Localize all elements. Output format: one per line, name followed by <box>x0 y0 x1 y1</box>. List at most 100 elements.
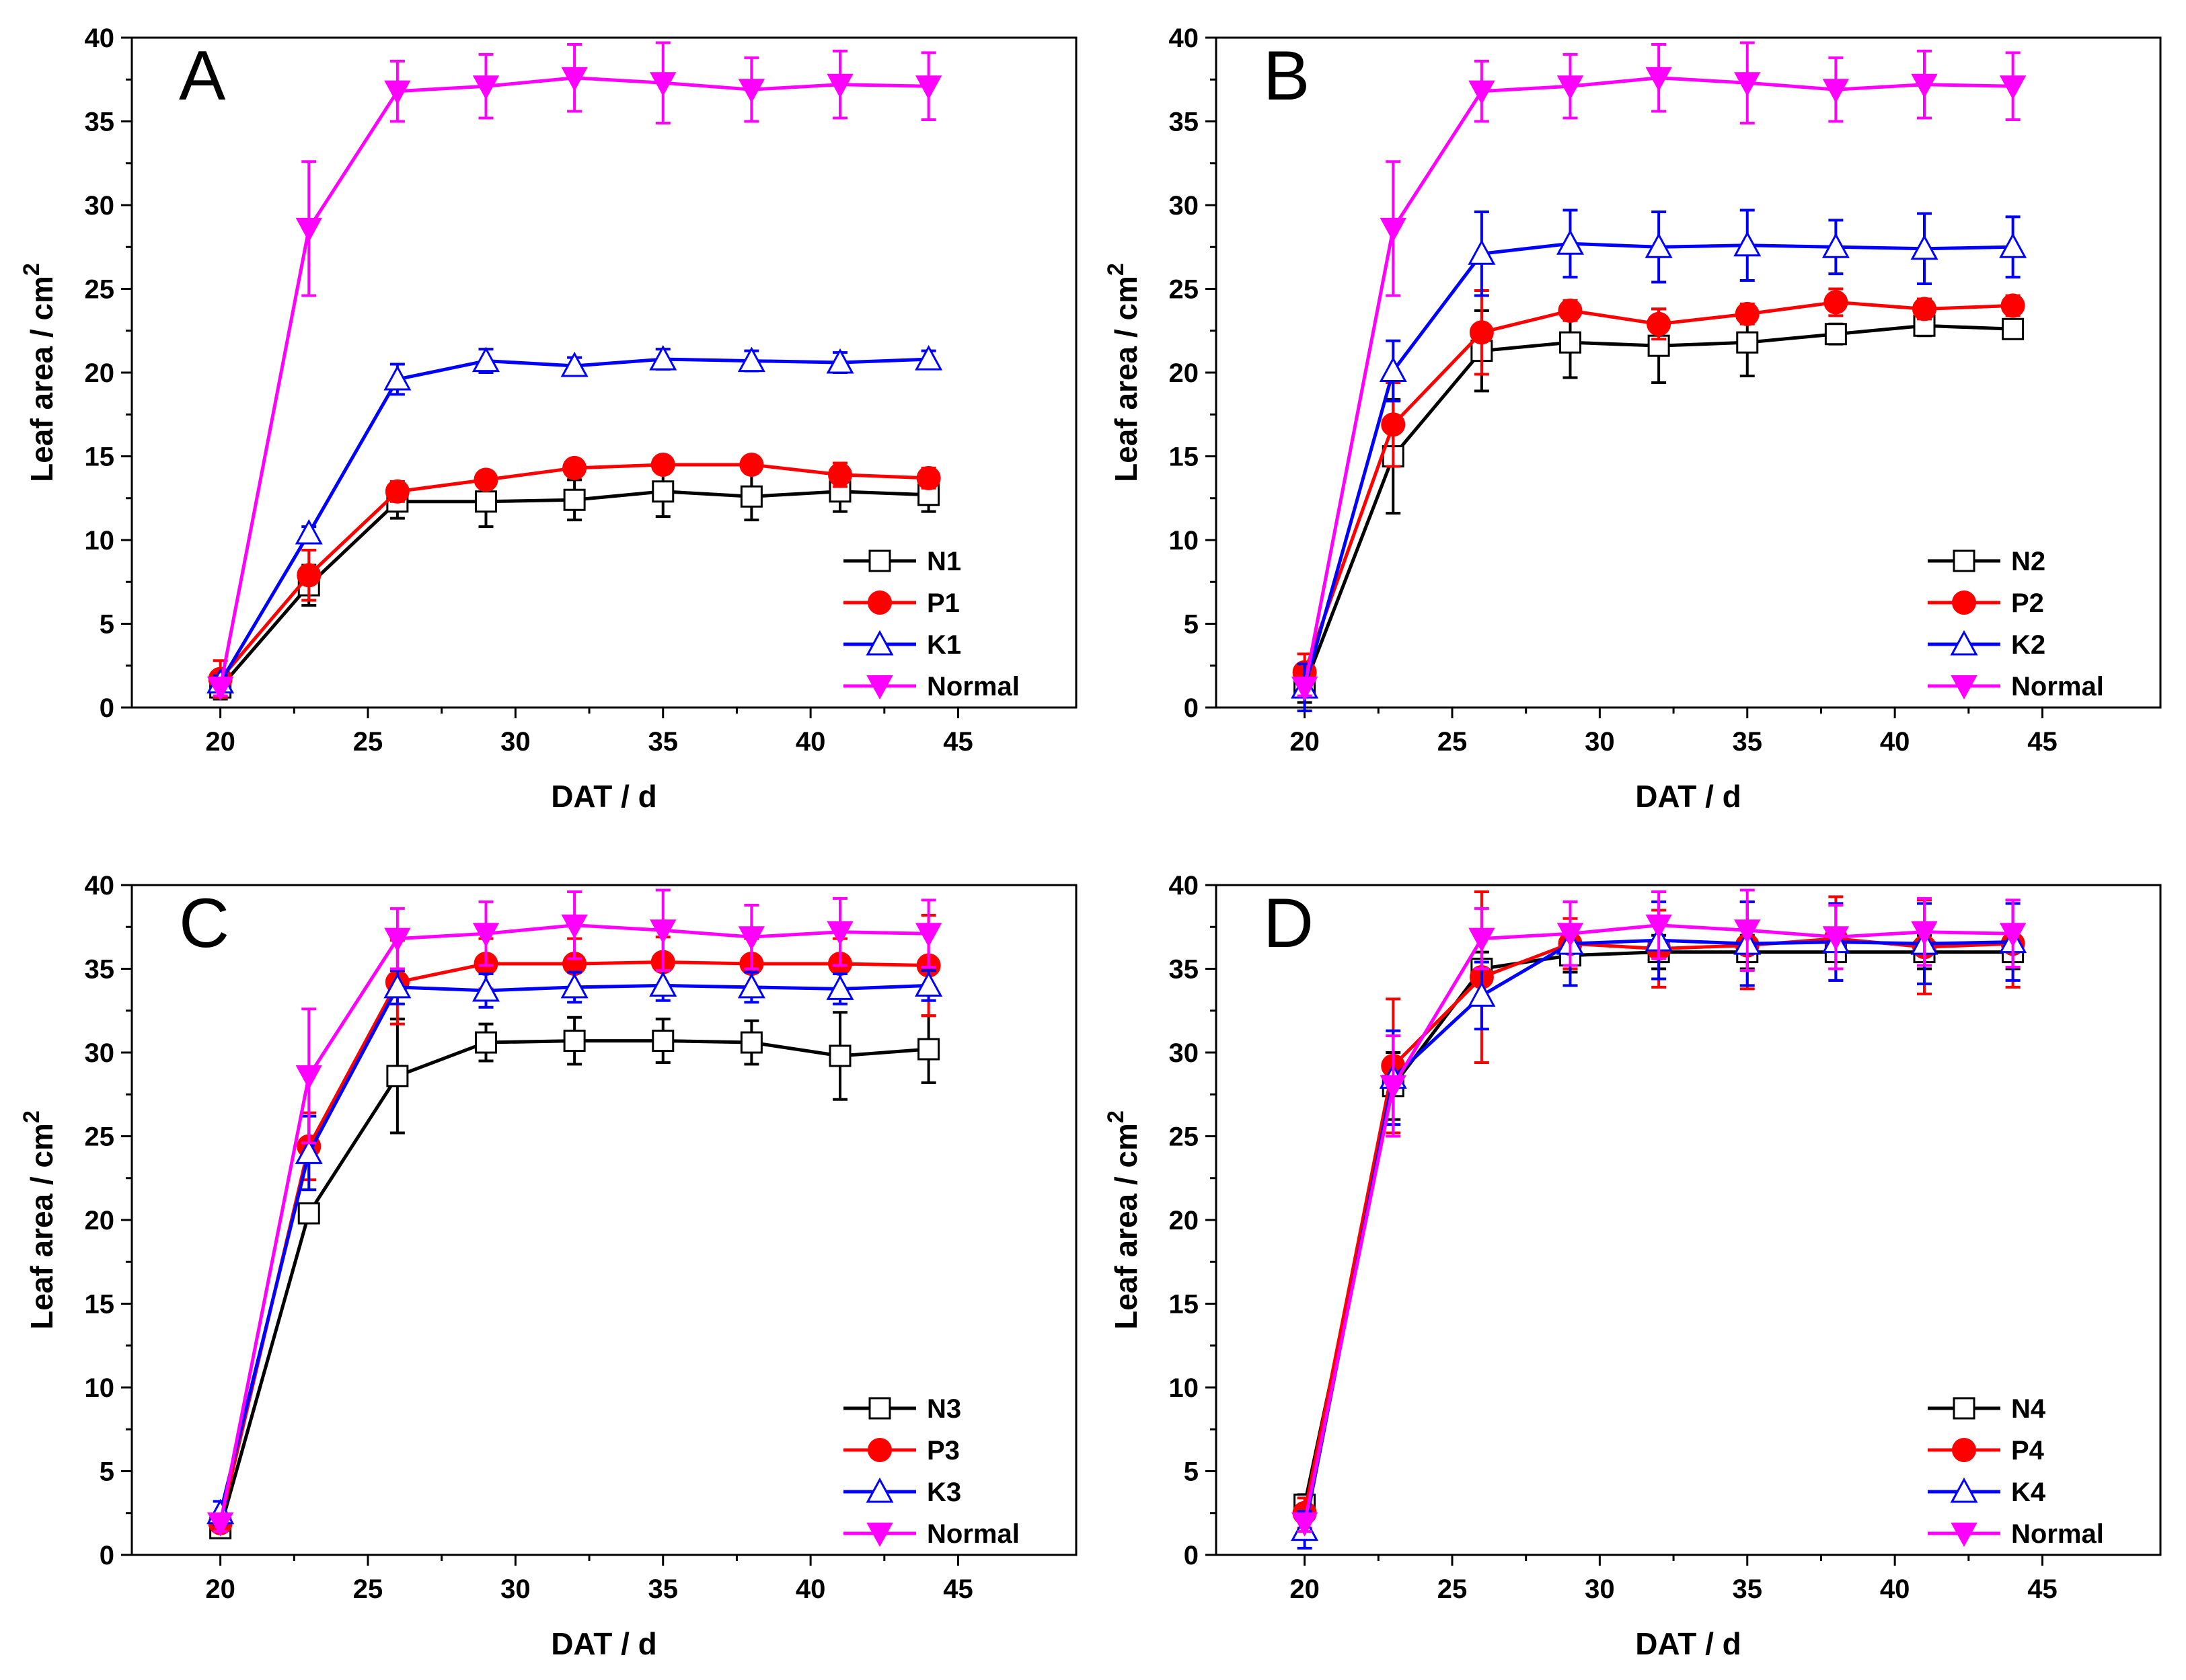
data-point <box>740 1031 763 1054</box>
data-point <box>1824 323 1847 346</box>
series-line <box>1303 950 2013 1505</box>
data-point <box>652 1030 675 1053</box>
y-tick-label: 40 <box>1169 871 1199 901</box>
y-tick-label: 5 <box>1184 610 1199 640</box>
data-point <box>1821 233 1850 258</box>
y-tick-label: 25 <box>1169 275 1199 305</box>
data-point <box>561 67 588 91</box>
y-tick-label: 40 <box>1169 24 1199 53</box>
data-point <box>1556 75 1584 100</box>
series-line <box>1303 938 2013 1531</box>
x-tick-label: 45 <box>943 1574 973 1604</box>
y-tick-label: 25 <box>85 1122 115 1152</box>
x-axis-title: DAT / d <box>1635 1626 1741 1661</box>
legend-label: Normal <box>927 1519 1020 1549</box>
data-point <box>383 972 412 999</box>
data-point <box>915 75 942 100</box>
data-point <box>829 1044 852 1067</box>
y-axis-title-superscript: 2 <box>1103 1110 1129 1123</box>
legend: N2 P2 K2 Normal <box>1928 547 2104 701</box>
y-tick-label: 25 <box>1169 1122 1199 1152</box>
data-point <box>650 72 677 97</box>
y-axis-title-text: Leaf area / cm <box>1108 276 1143 482</box>
series-normal <box>206 41 942 701</box>
data-point <box>297 563 322 588</box>
data-point <box>475 490 497 513</box>
series-p4 <box>1292 890 2025 1530</box>
x-tick-label: 20 <box>1289 1574 1320 1604</box>
legend-label: P2 <box>2011 588 2044 618</box>
panel-letter: B <box>1263 37 1310 115</box>
data-point <box>739 452 764 477</box>
chart-panel-d: 20 25 30 35 40 45 0 5 10 15 20 25 30 35 40 DAT / d Leaf … <box>1103 871 2162 1661</box>
y-axis-title-superscript: 2 <box>19 263 44 276</box>
data-point <box>826 975 854 1000</box>
data-point <box>1558 298 1583 323</box>
x-axis-title: DAT / d <box>551 1626 657 1661</box>
data-point <box>472 75 500 100</box>
series-n4 <box>1293 933 2025 1517</box>
data-point <box>1647 311 1671 336</box>
data-point <box>916 465 941 490</box>
data-point <box>826 348 854 374</box>
y-tick-label: 5 <box>100 610 114 640</box>
legend-label: N3 <box>927 1394 961 1424</box>
x-tick-label: 35 <box>648 1574 679 1604</box>
data-point <box>2002 317 2025 340</box>
data-point <box>1911 73 1938 98</box>
y-tick-label: 0 <box>100 1541 114 1570</box>
legend-marker <box>868 590 892 615</box>
x-tick-label: 20 <box>1289 727 1320 757</box>
legend-label: P3 <box>927 1436 960 1465</box>
series-line <box>1303 937 2013 1514</box>
series-n1 <box>209 465 940 701</box>
data-point <box>1556 923 1584 948</box>
data-point <box>562 455 587 480</box>
y-axis-title-superscript: 2 <box>19 1110 44 1123</box>
data-point <box>1380 217 1406 242</box>
legend-label: K4 <box>2011 1478 2046 1507</box>
x-tick-label: 25 <box>353 727 383 757</box>
legend-marker <box>1951 675 1977 700</box>
y-axis-title-text: Leaf area / cm <box>24 1123 59 1330</box>
data-point <box>385 479 410 504</box>
series-line <box>1303 923 2013 1524</box>
data-point <box>297 1202 320 1225</box>
y-tick-label: 10 <box>85 526 115 556</box>
data-point <box>1291 677 1318 701</box>
data-point <box>652 480 675 503</box>
data-point <box>1559 331 1581 354</box>
data-point <box>828 462 852 487</box>
x-tick-label: 30 <box>500 727 531 757</box>
legend-marker <box>1950 1477 1978 1503</box>
data-point <box>915 971 943 997</box>
data-point <box>917 1038 940 1061</box>
data-point <box>827 73 854 98</box>
data-point <box>650 919 677 944</box>
data-point <box>915 923 942 948</box>
legend-marker <box>868 549 891 572</box>
legend-marker <box>868 1397 891 1420</box>
data-point <box>1379 356 1407 383</box>
y-tick-label: 0 <box>100 693 114 723</box>
y-tick-label: 20 <box>1169 358 1199 388</box>
series-p1 <box>208 452 941 699</box>
y-tick-label: 40 <box>85 24 115 53</box>
data-point <box>1468 80 1495 105</box>
legend-marker <box>1951 1523 1977 1548</box>
series-k4 <box>1291 900 2027 1550</box>
y-tick-label: 20 <box>1169 1206 1199 1235</box>
data-point <box>1381 412 1406 437</box>
data-point <box>383 365 412 391</box>
panel-letter: D <box>1263 884 1314 962</box>
panel-letter: C <box>179 884 229 962</box>
data-point <box>1468 239 1496 265</box>
y-tick-label: 35 <box>85 955 115 985</box>
series-normal <box>1291 41 2027 701</box>
y-tick-label: 35 <box>1169 108 1199 137</box>
x-axis-title: DAT / d <box>1635 779 1741 814</box>
y-tick-label: 15 <box>85 1290 115 1320</box>
legend-label: Normal <box>2011 672 2104 701</box>
data-point <box>827 921 854 946</box>
legend-marker <box>866 1523 893 1548</box>
